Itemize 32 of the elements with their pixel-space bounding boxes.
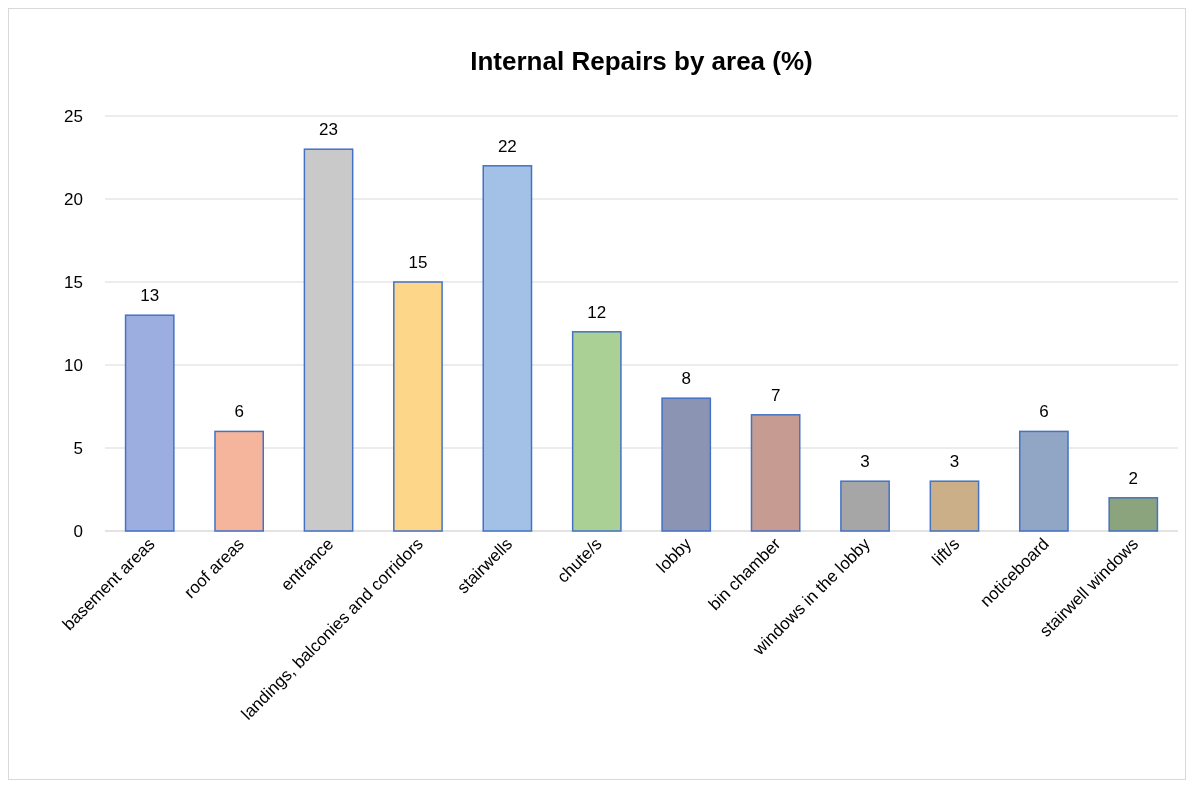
- bar: [1108, 497, 1159, 532]
- y-tick-label: 20: [64, 189, 83, 209]
- bar: [393, 281, 443, 532]
- data-label: 6: [234, 402, 244, 422]
- y-tick-label: 10: [64, 355, 83, 375]
- y-tick-label: 15: [64, 272, 83, 292]
- data-label: 7: [770, 385, 781, 405]
- data-label: 3: [949, 452, 960, 472]
- data-label: 12: [587, 302, 607, 322]
- data-label: 3: [860, 452, 870, 472]
- y-tick-label: 25: [64, 106, 83, 126]
- x-tick-label: lift/s: [928, 534, 964, 570]
- data-label: 23: [319, 120, 338, 140]
- bar: [661, 397, 712, 532]
- bar: [124, 314, 175, 532]
- data-label: 22: [497, 136, 517, 156]
- bar: [929, 480, 980, 532]
- data-label: 2: [1128, 468, 1139, 488]
- bar: [750, 414, 801, 532]
- data-label: 8: [681, 369, 691, 389]
- data-label: 13: [140, 286, 160, 306]
- chart-title: Internal Repairs by area (%): [470, 46, 813, 76]
- bar: [1018, 430, 1069, 532]
- y-tick-label: 0: [73, 521, 83, 541]
- bar: [303, 148, 354, 532]
- y-tick-label: 5: [73, 438, 83, 458]
- data-label: 15: [408, 253, 428, 272]
- bar: [214, 430, 265, 532]
- bar: [571, 331, 622, 532]
- bar: [482, 165, 533, 532]
- bar: [840, 480, 890, 532]
- data-label: 6: [1039, 402, 1049, 422]
